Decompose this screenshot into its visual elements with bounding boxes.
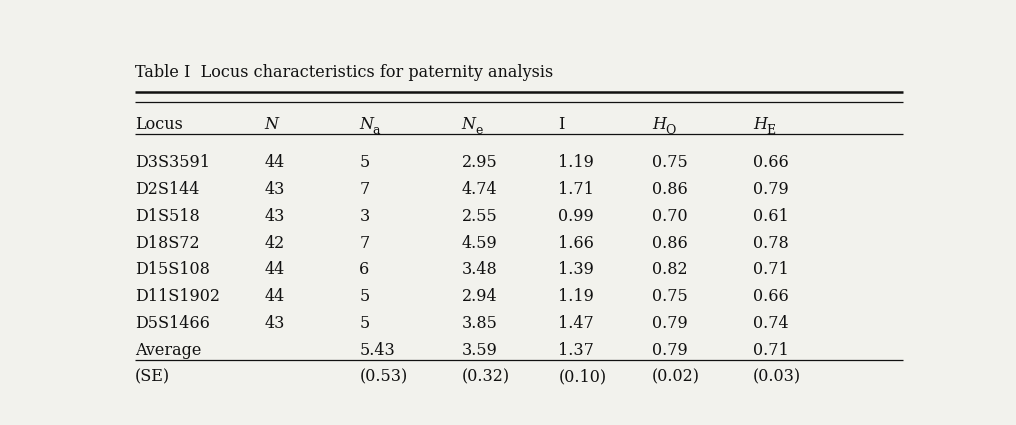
Text: Average: Average — [135, 342, 201, 359]
Text: 0.86: 0.86 — [652, 235, 688, 252]
Text: 44: 44 — [265, 261, 285, 278]
Text: 1.39: 1.39 — [559, 261, 594, 278]
Text: (0.03): (0.03) — [753, 369, 801, 386]
Text: 3.48: 3.48 — [461, 261, 498, 278]
Text: D15S108: D15S108 — [135, 261, 209, 278]
Text: 43: 43 — [265, 208, 285, 225]
Text: 4.59: 4.59 — [461, 235, 498, 252]
Text: 3.59: 3.59 — [461, 342, 498, 359]
Text: 5.43: 5.43 — [360, 342, 395, 359]
Text: 1.37: 1.37 — [559, 342, 594, 359]
Text: (SE): (SE) — [135, 369, 170, 386]
Text: 1.71: 1.71 — [559, 181, 594, 198]
Text: D11S1902: D11S1902 — [135, 288, 219, 305]
Text: Locus: Locus — [135, 116, 183, 133]
Text: a: a — [373, 124, 380, 137]
Text: I: I — [559, 116, 565, 133]
Text: 0.74: 0.74 — [753, 315, 788, 332]
Text: O: O — [665, 124, 676, 137]
Text: (0.53): (0.53) — [360, 369, 407, 386]
Text: 0.79: 0.79 — [652, 342, 688, 359]
Text: 5: 5 — [360, 288, 370, 305]
Text: 0.82: 0.82 — [652, 261, 688, 278]
Text: 43: 43 — [265, 181, 285, 198]
Text: 0.71: 0.71 — [753, 261, 788, 278]
Text: N: N — [461, 116, 475, 133]
Text: Table I  Locus characteristics for paternity analysis: Table I Locus characteristics for patern… — [135, 64, 553, 81]
Text: 43: 43 — [265, 315, 285, 332]
Text: 0.79: 0.79 — [652, 315, 688, 332]
Text: 7: 7 — [360, 181, 370, 198]
Text: N: N — [360, 116, 373, 133]
Text: 1.19: 1.19 — [559, 288, 594, 305]
Text: 0.99: 0.99 — [559, 208, 594, 225]
Text: 44: 44 — [265, 288, 285, 305]
Text: (0.32): (0.32) — [461, 369, 510, 386]
Text: (0.02): (0.02) — [652, 369, 700, 386]
Text: 0.66: 0.66 — [753, 154, 788, 171]
Text: 44: 44 — [265, 154, 285, 171]
Text: 0.78: 0.78 — [753, 235, 788, 252]
Text: 0.79: 0.79 — [753, 181, 788, 198]
Text: D5S1466: D5S1466 — [135, 315, 209, 332]
Text: 2.55: 2.55 — [461, 208, 498, 225]
Text: 0.71: 0.71 — [753, 342, 788, 359]
Text: 3.85: 3.85 — [461, 315, 498, 332]
Text: H: H — [753, 116, 767, 133]
Text: 1.47: 1.47 — [559, 315, 594, 332]
Text: 2.95: 2.95 — [461, 154, 498, 171]
Text: 0.70: 0.70 — [652, 208, 688, 225]
Text: 3: 3 — [360, 208, 370, 225]
Text: D18S72: D18S72 — [135, 235, 199, 252]
Text: 7: 7 — [360, 235, 370, 252]
Text: 2.94: 2.94 — [461, 288, 497, 305]
Text: 4.74: 4.74 — [461, 181, 497, 198]
Text: 0.75: 0.75 — [652, 154, 688, 171]
Text: D1S518: D1S518 — [135, 208, 199, 225]
Text: D2S144: D2S144 — [135, 181, 199, 198]
Text: 5: 5 — [360, 154, 370, 171]
Text: 0.75: 0.75 — [652, 288, 688, 305]
Text: 1.66: 1.66 — [559, 235, 594, 252]
Text: 0.86: 0.86 — [652, 181, 688, 198]
Text: e: e — [475, 124, 483, 137]
Text: 1.19: 1.19 — [559, 154, 594, 171]
Text: (0.10): (0.10) — [559, 369, 607, 386]
Text: 0.66: 0.66 — [753, 288, 788, 305]
Text: 42: 42 — [265, 235, 285, 252]
Text: 0.61: 0.61 — [753, 208, 788, 225]
Text: 5: 5 — [360, 315, 370, 332]
Text: 6: 6 — [360, 261, 370, 278]
Text: H: H — [652, 116, 666, 133]
Text: N: N — [265, 116, 278, 133]
Text: E: E — [766, 124, 775, 137]
Text: D3S3591: D3S3591 — [135, 154, 210, 171]
